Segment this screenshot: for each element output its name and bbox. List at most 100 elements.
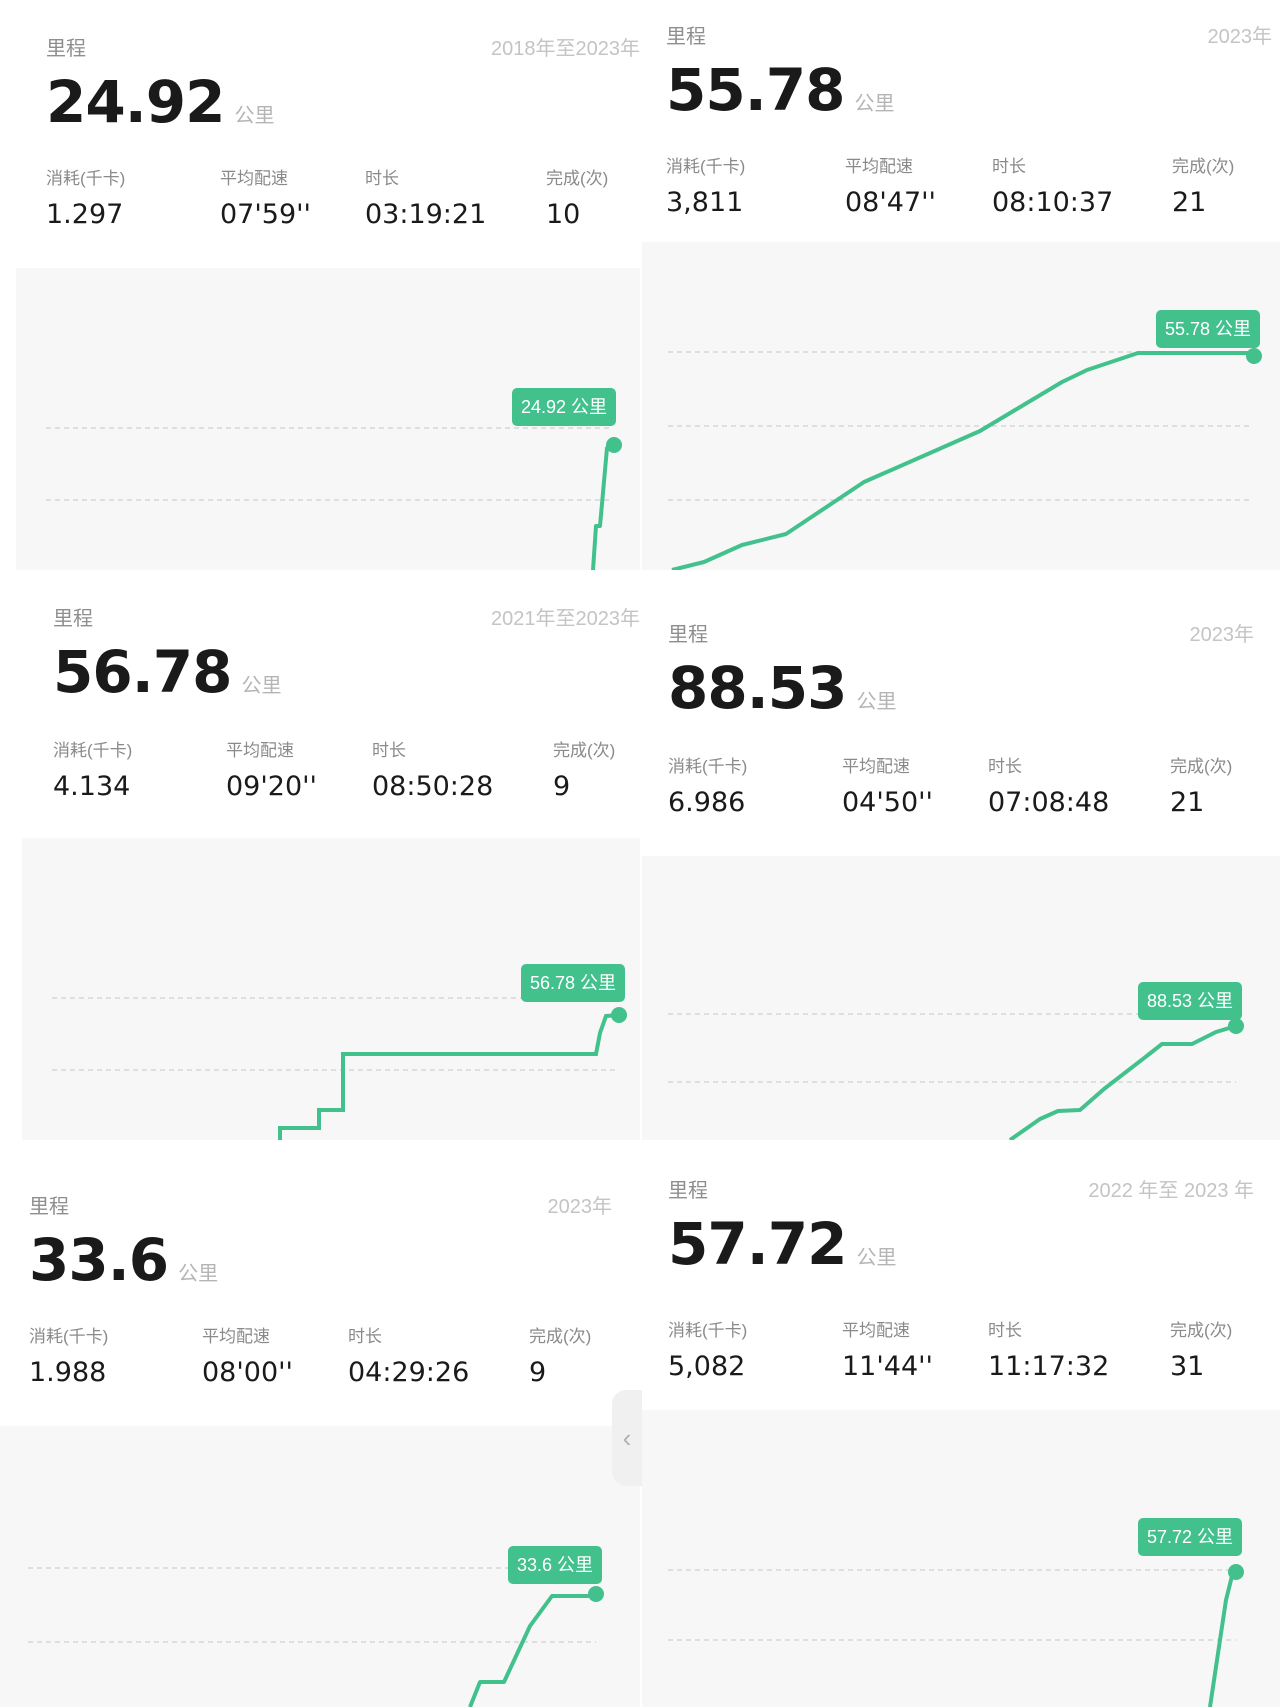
distance-chart[interactable]: 33.6 公里 — [0, 1426, 640, 1707]
side-collapse-handle[interactable]: ‹ — [612, 1390, 642, 1486]
card-period[interactable]: 2023年 — [1207, 26, 1273, 48]
card-title: 里程 — [46, 38, 86, 60]
chevron-left-icon: ‹ — [622, 1423, 632, 1453]
distance-value: 88.53 — [668, 654, 847, 722]
stat-value: 5,082 — [668, 1351, 746, 1382]
end-point — [1228, 1564, 1244, 1580]
stat-duration: 时长 04:29:26 — [348, 1322, 469, 1388]
stat-value: 1.988 — [29, 1357, 107, 1388]
stat-value: 31 — [1170, 1351, 1205, 1382]
end-point — [606, 437, 622, 453]
card-period[interactable]: 2023年 — [547, 1196, 613, 1218]
stat-label: 消耗(千卡) — [668, 757, 748, 776]
card-period[interactable]: 2023年 — [1189, 624, 1255, 646]
stat-label: 完成(次) — [1170, 757, 1233, 776]
distance-total: 88.53 公里 — [668, 654, 896, 722]
stat-label: 平均配速 — [845, 157, 913, 176]
stat-value: 08:10:37 — [992, 187, 1114, 218]
stat-label: 消耗(千卡) — [46, 169, 126, 188]
stat-label: 时长 — [988, 757, 1022, 776]
distance-chart[interactable]: 56.78 公里 — [22, 838, 640, 1140]
stat-label: 时长 — [348, 1327, 382, 1346]
stat-calories: 消耗(千卡) 5,082 — [668, 1316, 747, 1382]
stat-value: 9 — [529, 1357, 547, 1388]
stat-value: 08'47'' — [845, 187, 936, 218]
stat-pace: 平均配速 07'59'' — [220, 164, 311, 230]
distance-total: 57.72 公里 — [668, 1210, 896, 1278]
stat-value: 4.134 — [53, 771, 131, 802]
stat-pace: 平均配速 09'20'' — [226, 736, 317, 802]
distance-chart[interactable]: 88.53 公里 — [642, 856, 1280, 1140]
chart-svg — [52, 997, 627, 1140]
stat-count: 完成(次) 21 — [1172, 152, 1234, 218]
card-title: 里程 — [668, 624, 708, 646]
distance-total: 55.78 公里 — [666, 56, 894, 124]
stat-calories: 消耗(千卡) 4.134 — [53, 736, 132, 802]
stat-label: 平均配速 — [226, 741, 294, 760]
chart-svg — [46, 427, 622, 570]
stat-calories: 消耗(千卡) 6.986 — [668, 752, 747, 818]
card-period[interactable]: 2022 年至 2023 年 — [1088, 1180, 1254, 1202]
cumulative-line — [591, 442, 616, 570]
stats-card-6: 里程 2022 年至 2023 年 57.72 公里 消耗(千卡) 5,082 平… — [642, 1142, 1280, 1707]
stat-label: 时长 — [992, 157, 1026, 176]
stat-value: 10 — [546, 199, 581, 230]
distance-value: 55.78 — [666, 56, 845, 124]
stat-label: 完成(次) — [1172, 157, 1235, 176]
stat-value: 3,811 — [666, 187, 744, 218]
stat-count: 完成(次) 31 — [1170, 1316, 1232, 1382]
distance-value: 33.6 — [29, 1226, 169, 1294]
stat-duration: 时长 08:50:28 — [372, 736, 493, 802]
stat-value: 07'59'' — [220, 199, 311, 230]
stat-value: 21 — [1170, 787, 1205, 818]
stat-count: 完成(次) 10 — [546, 164, 608, 230]
cumulative-line — [1008, 1024, 1237, 1140]
distance-chart[interactable]: 24.92 公里 — [16, 268, 640, 570]
stat-value: 9 — [553, 771, 571, 802]
end-point — [588, 1586, 604, 1602]
cumulative-line — [468, 1592, 597, 1707]
distance-unit: 公里 — [856, 1247, 897, 1269]
stat-pace: 平均配速 11'44'' — [842, 1316, 933, 1382]
stats-card-3: 里程 2021年至2023年 56.78 公里 消耗(千卡) 4.134 平均配速… — [22, 572, 640, 1140]
stat-value: 1.297 — [46, 199, 124, 230]
stat-value: 09'20'' — [226, 771, 317, 802]
stat-duration: 时长 11:17:32 — [988, 1316, 1109, 1382]
card-period[interactable]: 2021年至2023年 — [491, 608, 640, 630]
stat-label: 完成(次) — [546, 169, 609, 188]
stat-value: 07:08:48 — [988, 787, 1110, 818]
cumulative-line — [671, 351, 1256, 570]
distance-chart[interactable]: 55.78 公里 — [642, 242, 1280, 570]
value-tag: 56.78 公里 — [521, 964, 626, 1002]
stat-label: 消耗(千卡) — [668, 1321, 748, 1340]
stat-label: 消耗(千卡) — [53, 741, 133, 760]
stat-label: 时长 — [365, 169, 399, 188]
card-title: 里程 — [666, 26, 706, 48]
distance-total: 24.92 公里 — [46, 68, 274, 136]
cumulative-line — [278, 1013, 620, 1140]
stat-label: 平均配速 — [842, 757, 910, 776]
stat-label: 完成(次) — [553, 741, 616, 760]
stat-pace: 平均配速 08'47'' — [845, 152, 936, 218]
card-period[interactable]: 2018年至2023年 — [491, 38, 640, 60]
stat-label: 平均配速 — [202, 1327, 270, 1346]
distance-unit: 公里 — [854, 93, 895, 115]
stat-value: 08'00'' — [202, 1357, 293, 1388]
distance-value: 57.72 — [668, 1210, 847, 1278]
stat-calories: 消耗(千卡) 1.988 — [29, 1322, 108, 1388]
stat-value: 11'44'' — [842, 1351, 933, 1382]
stat-label: 完成(次) — [1170, 1321, 1233, 1340]
stats-card-5: 里程 2023年 33.6 公里 消耗(千卡) 1.988 平均配速 08'00''… — [0, 1142, 640, 1707]
stat-duration: 时长 03:19:21 — [365, 164, 486, 230]
distance-chart[interactable]: 57.72 公里 — [642, 1410, 1280, 1707]
stat-pace: 平均配速 04'50'' — [842, 752, 933, 818]
value-tag: 24.92 公里 — [512, 388, 617, 426]
distance-unit: 公里 — [178, 1263, 219, 1285]
stat-pace: 平均配速 08'00'' — [202, 1322, 293, 1388]
distance-value: 24.92 — [46, 68, 225, 136]
stat-duration: 时长 07:08:48 — [988, 752, 1109, 818]
card-title: 里程 — [29, 1196, 69, 1218]
stat-label: 时长 — [372, 741, 406, 760]
end-point — [1246, 348, 1262, 364]
distance-unit: 公里 — [856, 691, 897, 713]
